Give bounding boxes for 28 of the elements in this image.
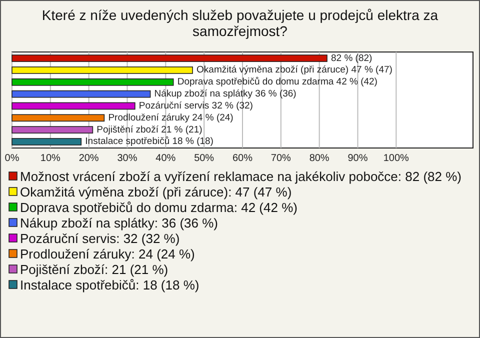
- data-label: Instalace spotřebičů 18 % (18): [85, 136, 214, 148]
- x-tick-label: 60%: [232, 153, 253, 164]
- x-tick-label: 10%: [40, 153, 61, 164]
- x-tick-label: 0%: [4, 153, 20, 164]
- data-label: Prodloužení záruky 24 % (24): [108, 112, 234, 124]
- data-label: Pojištění zboží 21 % (21): [96, 124, 202, 136]
- x-tick-label: 20%: [78, 153, 99, 164]
- x-tick-label: 90%: [348, 153, 368, 164]
- x-tick-label: 80%: [309, 153, 330, 164]
- legend-label: Instalace spotřebičů: 18 (18 %): [20, 278, 200, 292]
- data-label: Pozáruční servis 32 % (32): [138, 100, 253, 112]
- legend-label: Možnost vrácení zboží a vyřízení reklamace na jakékoliv pobočce: 82 (82 %): [20, 169, 462, 184]
- legend-label: Doprava spotřebičů do domu zdarma: 42 (42 %): [20, 200, 298, 215]
- legend-label: Nákup zboží na splátky: 36 (36 %): [20, 216, 218, 230]
- data-label: Doprava spotřebičů do domu zdarma 42 % (42): [177, 76, 378, 88]
- data-label: Nákup zboží na splátky 36 % (36): [154, 88, 296, 100]
- x-tick-label: 50%: [194, 153, 214, 164]
- x-tick-label: 30%: [117, 153, 138, 164]
- data-label: Okamžitá výměna zboží (při záruce) 47 % (47): [196, 64, 392, 76]
- x-tick-label: 40%: [156, 153, 176, 164]
- legend-label: Okamžitá výměna zboží (při záruce): 47 (47 %): [20, 184, 292, 200]
- legend-label: Pozáruční servis: 32 (32 %): [20, 231, 180, 246]
- legend-label: Prodloužení záruky: 24 (24 %): [20, 246, 195, 262]
- data-label: 82 % (82): [331, 52, 372, 64]
- chart-title: Které z níže uvedených služeb považujete u prodejců elektra za samozřejmost?: [42, 7, 438, 39]
- legend-label: Pojištění zboží: 21 (21 %): [20, 262, 168, 277]
- x-tick-label: 100%: [383, 153, 410, 164]
- x-tick-label: 70%: [270, 153, 292, 164]
